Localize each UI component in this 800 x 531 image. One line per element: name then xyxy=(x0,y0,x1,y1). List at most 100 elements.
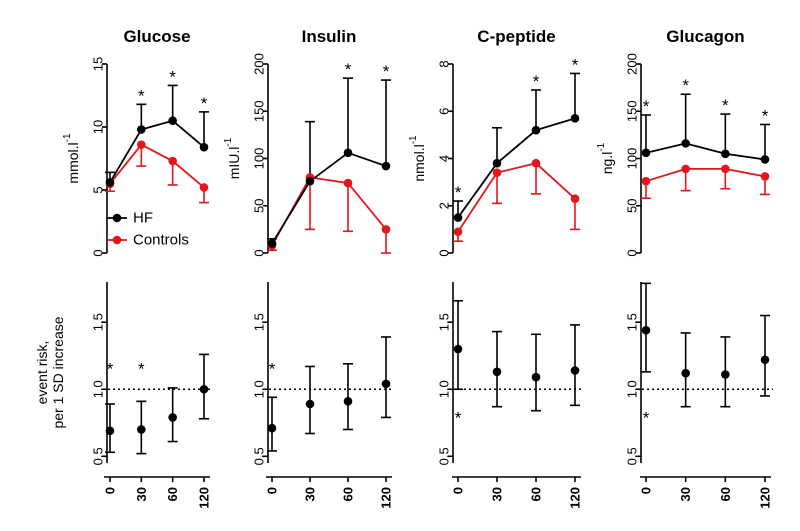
significance-star: * xyxy=(643,97,650,116)
x-tick-label: 60 xyxy=(718,487,733,501)
hf-point xyxy=(199,142,209,152)
hf-point xyxy=(137,125,146,134)
hf-point xyxy=(105,178,115,187)
risk-point xyxy=(492,367,502,377)
controls-point xyxy=(492,168,502,177)
significance-star: * xyxy=(107,359,114,378)
x-tick-label: 30 xyxy=(134,487,149,501)
significance-star: * xyxy=(722,96,729,115)
y-tick-label: 0 xyxy=(625,249,640,256)
controls-point xyxy=(760,172,770,181)
x-tick-label: 120 xyxy=(568,487,583,509)
y-axis-label-sup: -1 xyxy=(596,142,607,151)
x-tick-label: 120 xyxy=(758,487,773,509)
hf-point xyxy=(570,114,580,123)
significance-star: * xyxy=(455,408,462,427)
y-tick-label: 200 xyxy=(252,53,267,75)
hf-series-line xyxy=(109,119,205,183)
controls-point xyxy=(531,158,541,168)
y-tick-label: 4 xyxy=(437,155,452,162)
hf-point xyxy=(267,239,277,248)
controls-point xyxy=(641,176,651,186)
hf-point xyxy=(492,158,502,168)
x-tick-label: 30 xyxy=(303,487,318,501)
y-tick-label: 0.5 xyxy=(91,447,106,465)
x-tick-label: 30 xyxy=(678,487,693,501)
y-axis-label: ng.l-1 xyxy=(596,142,616,174)
x-tick-label: 30 xyxy=(490,487,505,501)
controls-series-line xyxy=(457,162,576,233)
y-tick-label: 100 xyxy=(625,148,640,170)
y-tick-label: 10 xyxy=(91,120,106,134)
y-axis-label-sup: -1 xyxy=(408,135,419,144)
y-tick-label: 150 xyxy=(252,100,267,122)
hf-series-line xyxy=(271,151,387,245)
y-tick-label: 1.0 xyxy=(625,380,640,398)
hf-point xyxy=(453,213,463,222)
risk-point xyxy=(381,379,391,389)
significance-star: * xyxy=(169,67,176,86)
x-tick-label: 0 xyxy=(639,487,654,494)
y-axis-label: mmol.l-1 xyxy=(62,133,82,184)
hf-point xyxy=(531,125,541,135)
controls-point xyxy=(453,227,463,237)
risk-point xyxy=(760,355,770,365)
y-axis-label-sup: -1 xyxy=(223,137,234,146)
significance-star: * xyxy=(682,76,689,95)
significance-star: * xyxy=(201,94,208,113)
risk-point xyxy=(267,423,277,433)
controls-point xyxy=(381,225,391,234)
y-axis-label-base: mmol.l xyxy=(65,142,81,183)
risk-point xyxy=(105,426,115,436)
y-tick-label: 6 xyxy=(437,108,452,115)
controls-point xyxy=(137,140,146,149)
risk-point xyxy=(168,413,177,422)
hf-series-line xyxy=(645,142,766,161)
controls-point xyxy=(199,183,209,192)
panel-title: C-peptide xyxy=(477,27,555,46)
significance-star: * xyxy=(762,106,769,125)
legend-controls-label: Controls xyxy=(133,232,189,249)
significance-star: * xyxy=(138,86,145,105)
y-tick-label: 15 xyxy=(91,57,106,71)
y-tick-label: 0 xyxy=(252,249,267,256)
y-tick-label: 1.0 xyxy=(437,380,452,398)
risk-point xyxy=(721,370,730,379)
hf-point xyxy=(760,155,770,164)
y-tick-label: 1.0 xyxy=(252,380,267,398)
hf-point xyxy=(721,149,730,159)
significance-star: * xyxy=(269,359,276,378)
y-tick-label: 1.5 xyxy=(91,313,106,331)
risk-point xyxy=(641,325,651,335)
risk-point xyxy=(137,425,146,434)
significance-star: * xyxy=(533,72,540,91)
risk-point xyxy=(305,399,315,409)
x-tick-label: 0 xyxy=(451,487,466,494)
panel-title: Insulin xyxy=(302,27,357,46)
significance-star: * xyxy=(455,183,462,202)
y-tick-label: 1.5 xyxy=(625,313,640,331)
y-tick-label: 0.5 xyxy=(252,447,267,465)
x-tick-label: 120 xyxy=(197,487,212,509)
y-tick-label: 0.5 xyxy=(437,447,452,465)
y-tick-label: 50 xyxy=(625,199,640,213)
y-axis-label-sup: -1 xyxy=(62,133,73,142)
legend-controls-marker xyxy=(112,235,122,245)
y-tick-label: 100 xyxy=(252,148,267,170)
risk-point xyxy=(681,368,690,378)
hf-point xyxy=(305,176,315,186)
y-tick-label: 1.5 xyxy=(252,313,267,331)
hf-point xyxy=(381,161,391,171)
legend-hf-marker xyxy=(112,213,122,223)
risk-point xyxy=(453,344,463,354)
hf-point xyxy=(168,116,177,125)
risk-point xyxy=(531,372,541,382)
controls-point xyxy=(343,178,353,188)
x-tick-label: 0 xyxy=(103,487,118,494)
hf-point xyxy=(681,139,690,148)
x-tick-label: 60 xyxy=(529,487,544,501)
y-tick-label: 150 xyxy=(625,100,640,122)
controls-point xyxy=(681,164,690,174)
x-tick-label: 60 xyxy=(165,487,180,501)
